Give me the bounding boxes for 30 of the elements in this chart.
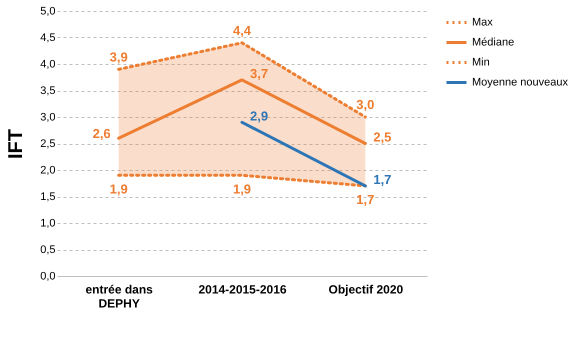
y-tick-label: 3,0 (40, 112, 56, 124)
legend-label: Max (472, 16, 494, 28)
y-tick-label: 3,5 (40, 85, 56, 97)
y-tick-label: 1,0 (40, 218, 56, 230)
legend-label: Moyenne nouveaux (472, 76, 569, 88)
y-tick-label: 0,5 (40, 244, 56, 256)
data-label: 3,0 (356, 97, 374, 112)
y-tick-label: 4,0 (40, 58, 56, 70)
y-tick-label: 5,0 (40, 6, 56, 18)
data-label: 2,9 (250, 108, 268, 124)
data-label: 1,7 (373, 172, 392, 187)
y-tick-label: 1,5 (40, 191, 56, 203)
legend-label: Médiane (472, 36, 514, 48)
data-label: 3,9 (110, 49, 128, 64)
data-label: 4,4 (232, 22, 252, 38)
x-tick-label: entrée dans DEPHY (85, 282, 154, 310)
data-label: 3,7 (250, 66, 268, 81)
x-tick-label: 2014-2015-2016 (198, 282, 287, 296)
data-label: 1,9 (110, 181, 128, 196)
data-label: 2,5 (373, 130, 392, 144)
data-label: 2,6 (92, 126, 111, 142)
y-tick-label: 2,5 (40, 138, 56, 150)
legend-label: Min (472, 56, 490, 68)
y-tick-label: 0,0 (40, 270, 56, 282)
data-label: 1,9 (232, 181, 252, 196)
y-tick-label: 2,0 (40, 164, 56, 176)
y-tick-label: 4,5 (40, 32, 56, 44)
y-axis-title: IFT (5, 129, 28, 159)
x-tick-label: Objectif 2020 (328, 282, 404, 296)
data-label: 1,7 (356, 192, 374, 207)
